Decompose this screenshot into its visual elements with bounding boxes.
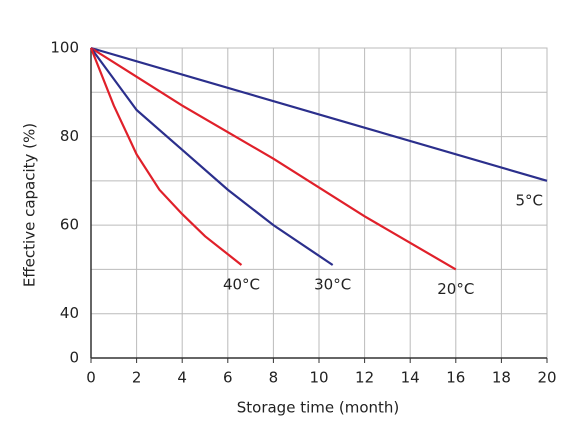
x-tick-label: 4: [177, 369, 187, 387]
line-label: 20°C: [437, 280, 474, 298]
x-tick-label: 12: [355, 369, 374, 387]
x-tick-label: 10: [309, 369, 328, 387]
line: [89, 47, 243, 266]
x-tick-label: 6: [223, 369, 233, 387]
x-axis-title: Storage time (month): [237, 399, 400, 417]
x-tick-label: 0: [86, 369, 96, 387]
line-label: 5°C: [515, 191, 543, 209]
line-label: 40°C: [223, 276, 260, 294]
y-break-label: 0: [69, 349, 79, 367]
y-tick-label: 40: [60, 304, 79, 322]
y-tick-label: 100: [50, 39, 79, 57]
y-axis-title: Effective capacity (%): [21, 123, 39, 287]
line: [90, 47, 457, 271]
x-tick-label: 20: [537, 369, 556, 387]
line: [90, 47, 334, 266]
x-tick-label: 8: [269, 369, 279, 387]
y-tick-label: 80: [60, 127, 79, 145]
x-tick-label: 18: [492, 369, 511, 387]
line-label: 30°C: [314, 276, 351, 294]
x-tick-label: 16: [446, 369, 465, 387]
line: [90, 46, 548, 182]
x-tick-label: 14: [401, 369, 420, 387]
y-tick-label: 60: [60, 216, 79, 234]
x-tick-label: 2: [132, 369, 142, 387]
